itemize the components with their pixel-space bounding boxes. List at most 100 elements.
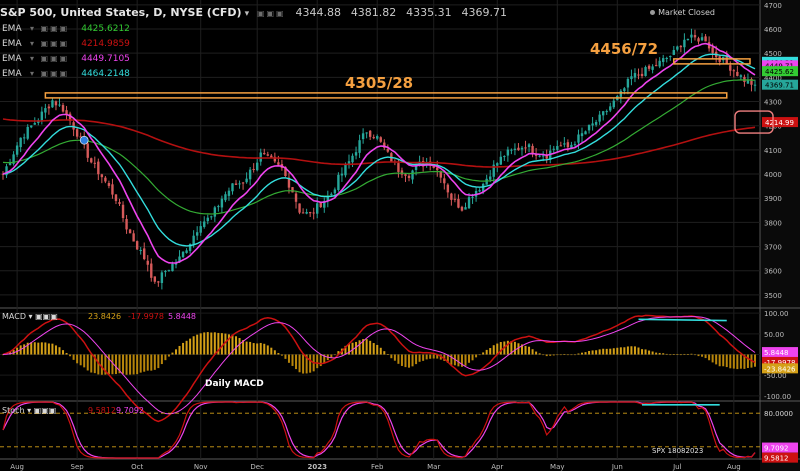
candle-body	[227, 190, 231, 196]
candle-body	[245, 178, 248, 183]
candle-body	[181, 251, 185, 258]
macd-price-label: -17.9978	[762, 356, 798, 367]
candle-body	[619, 90, 623, 97]
candle	[210, 215, 213, 220]
macd-pane	[0, 312, 760, 423]
candle-body	[414, 164, 418, 170]
candle	[605, 109, 608, 115]
candle-body	[344, 164, 347, 176]
candle	[679, 45, 683, 53]
candle-body	[457, 198, 460, 208]
candle-body	[598, 114, 601, 122]
candle	[609, 102, 612, 113]
indicator-row-ema-1[interactable]: EMA ▾ ▣▣▣ 4425.6212	[2, 24, 130, 34]
macd-histogram-bar	[238, 338, 241, 355]
candle	[658, 57, 661, 69]
candle-body	[150, 263, 153, 278]
candle	[524, 140, 527, 154]
macd-histogram-bar	[704, 354, 707, 359]
stoch-pane	[0, 401, 760, 459]
macd-histogram-bar	[44, 342, 47, 355]
indicator-row-ema-2[interactable]: EMA ▾ ▣▣▣ 4214.9859	[2, 39, 130, 49]
macd-histogram-bar	[333, 354, 336, 356]
macd-histogram-bar	[570, 354, 573, 356]
candle-body	[683, 39, 686, 48]
candle	[54, 100, 58, 111]
candle	[383, 139, 386, 151]
indicator-controls-icon[interactable]: ▾ ▣▣▣	[30, 54, 70, 63]
macd-histogram-bar	[355, 341, 358, 355]
macd-histogram-bar	[196, 334, 199, 355]
candle	[386, 144, 390, 153]
candle-body	[485, 178, 488, 185]
candle-body	[524, 147, 527, 149]
highlight-box	[734, 110, 774, 134]
indicator-row-ema-4[interactable]: EMA ▾ ▣▣▣ 4464.2148	[2, 69, 130, 79]
candle	[358, 134, 361, 158]
price-tick-label: 4300	[764, 99, 782, 107]
candle	[79, 132, 82, 138]
candle	[114, 194, 118, 205]
settings-icons[interactable]: ▣▣▣	[256, 9, 286, 18]
macd-histogram-bar	[538, 353, 541, 355]
price-label: 4425.62	[762, 66, 798, 77]
indicator-controls-icon[interactable]: ▾ ▣▣▣	[30, 39, 70, 48]
candle	[591, 117, 594, 131]
candle-body	[185, 250, 188, 253]
candle-body	[248, 169, 252, 180]
macd-price-label-text: -17.9978	[764, 359, 795, 367]
indicator-controls-icon[interactable]: ▾ ▣▣▣	[30, 24, 70, 33]
chevron-down-icon[interactable]: ▾	[244, 9, 250, 19]
candle	[662, 54, 665, 67]
macd-histogram-bar	[669, 354, 672, 356]
macd-histogram-bar	[30, 342, 33, 355]
candle	[594, 119, 598, 127]
candle-body	[481, 183, 485, 192]
candle-body	[471, 196, 474, 198]
candle	[224, 191, 227, 203]
candle-body	[121, 204, 125, 219]
macd-histogram-bar	[330, 354, 333, 358]
candle-body	[640, 73, 644, 77]
x-tick-label: Apr	[491, 463, 503, 471]
macd-histogram-bar	[595, 350, 598, 355]
candle	[90, 157, 93, 164]
macd-histogram-bar	[393, 354, 396, 361]
macd-histogram-bar	[489, 348, 492, 355]
macd-histogram-bar	[69, 354, 72, 357]
macd-histogram-bar	[379, 347, 382, 355]
candle-body	[68, 113, 72, 121]
indicator-row-ema-3[interactable]: EMA ▾ ▣▣▣ 4449.7105	[2, 54, 130, 64]
candle	[1, 171, 5, 180]
macd-histogram-bar	[524, 345, 527, 355]
candle	[626, 77, 630, 95]
macd-value: -17.9978	[128, 312, 164, 321]
candle-body	[287, 177, 291, 188]
candle	[132, 230, 135, 242]
macd-price-label-text: 5.8448	[764, 349, 789, 357]
candle-body	[347, 161, 351, 164]
macd-histogram-bar	[542, 354, 545, 356]
symbol-title-row[interactable]: S&P 500, United States, D, NYSE (CFD) ▾ ▣…	[0, 6, 507, 19]
candle	[598, 110, 601, 125]
symbol-title[interactable]: S&P 500, United States, D, NYSE (CFD)	[0, 6, 242, 19]
macd-histogram-bar	[531, 349, 534, 355]
candle-body	[669, 56, 672, 58]
macd-histogram-bar	[86, 354, 89, 371]
candle-body	[1, 173, 5, 175]
candle	[135, 240, 139, 251]
indicator-controls-icon[interactable]: ▾ ▣▣▣	[30, 69, 70, 78]
macd-histogram-bar	[577, 353, 580, 355]
candle-body	[556, 146, 559, 150]
candle	[206, 214, 209, 225]
macd-price-label-bg	[762, 356, 798, 367]
macd-histogram-bar	[344, 345, 347, 355]
candle-body	[672, 50, 675, 55]
candle	[30, 125, 33, 129]
macd-histogram-bar	[79, 354, 82, 366]
candle	[601, 110, 605, 121]
candle-body	[90, 158, 93, 163]
candle-body	[372, 137, 375, 139]
candle	[559, 141, 563, 147]
